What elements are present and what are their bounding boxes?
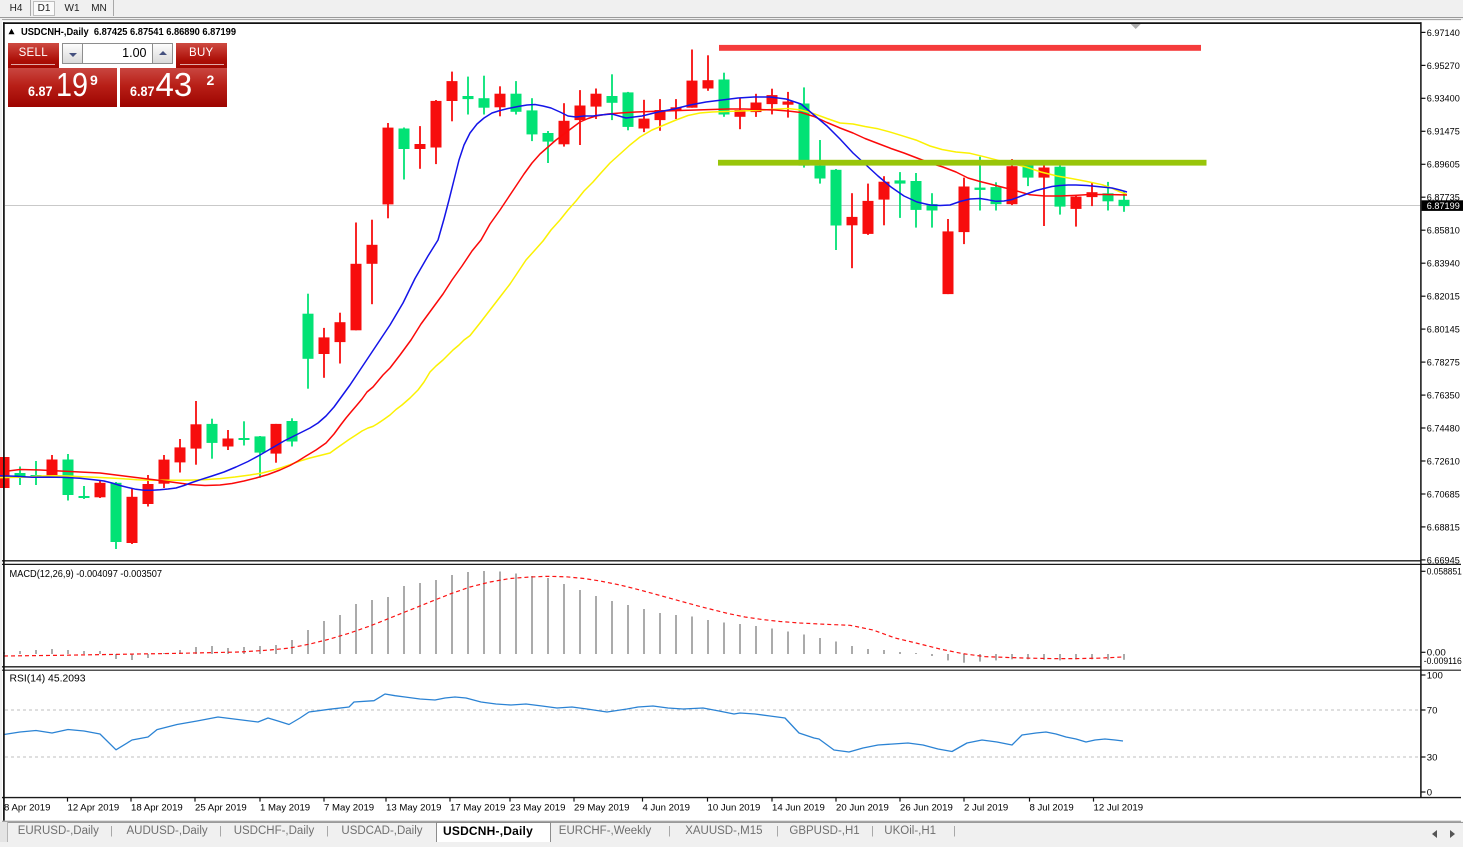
svg-text:6.87199: 6.87199 [1427,201,1460,212]
svg-text:14 Jun 2019: 14 Jun 2019 [772,803,825,814]
svg-text:6.89605: 6.89605 [1427,160,1460,171]
svg-text:17 May 2019: 17 May 2019 [450,803,505,814]
svg-text:6.66945: 6.66945 [1427,555,1460,566]
svg-text:6.70685: 6.70685 [1427,489,1460,500]
svg-text:6.78275: 6.78275 [1427,358,1460,369]
svg-text:6.80145: 6.80145 [1427,325,1460,336]
svg-text:6.68815: 6.68815 [1427,522,1460,533]
svg-text:30: 30 [1427,752,1438,763]
svg-text:0: 0 [1427,787,1432,798]
svg-text:6.85810: 6.85810 [1427,226,1460,237]
svg-text:12 Jul 2019: 12 Jul 2019 [1094,803,1144,814]
svg-text:USDCNH-,Daily 6.87425 6.87541: USDCNH-,Daily 6.87425 6.87541 6.86890 6.… [21,27,236,38]
svg-text:0.00: 0.00 [1427,648,1446,659]
svg-text:100: 100 [1427,670,1443,681]
svg-text:6.91475: 6.91475 [1427,127,1460,138]
svg-text:8 Apr 2019: 8 Apr 2019 [4,803,50,814]
svg-text:8 Jul 2019: 8 Jul 2019 [1030,803,1074,814]
svg-text:1 May 2019: 1 May 2019 [260,803,310,814]
svg-text:13 May 2019: 13 May 2019 [386,803,441,814]
svg-text:6.72610: 6.72610 [1427,456,1460,467]
svg-text:0.058851: 0.058851 [1427,567,1462,578]
svg-text:6.76350: 6.76350 [1427,391,1460,402]
svg-text:2 Jul 2019: 2 Jul 2019 [964,803,1008,814]
svg-text:6.83940: 6.83940 [1427,259,1460,270]
svg-text:MACD(12,26,9) -0.004097 -0.003: MACD(12,26,9) -0.004097 -0.003507 [10,569,163,580]
svg-text:6.74480: 6.74480 [1427,423,1460,434]
svg-text:-0.009116: -0.009116 [1424,656,1462,667]
svg-text:RSI(14) 45.2093: RSI(14) 45.2093 [10,674,87,685]
svg-text:6.97140: 6.97140 [1427,28,1460,39]
svg-text:6.87735: 6.87735 [1427,193,1460,204]
svg-text:70: 70 [1427,705,1438,716]
svg-text:12 Apr 2019: 12 Apr 2019 [68,803,120,814]
svg-text:7 May 2019: 7 May 2019 [324,803,374,814]
svg-text:25 Apr 2019: 25 Apr 2019 [195,803,247,814]
svg-text:10 Jun 2019: 10 Jun 2019 [708,803,761,814]
svg-text:20 Jun 2019: 20 Jun 2019 [836,803,889,814]
svg-text:26 Jun 2019: 26 Jun 2019 [900,803,953,814]
svg-text:6.93400: 6.93400 [1427,94,1460,105]
svg-text:18 Apr 2019: 18 Apr 2019 [131,803,183,814]
svg-text:29 May 2019: 29 May 2019 [574,803,629,814]
svg-text:23 May 2019: 23 May 2019 [510,803,565,814]
svg-text:4 Jun 2019: 4 Jun 2019 [643,803,690,814]
svg-text:6.82015: 6.82015 [1427,292,1460,303]
svg-text:6.95270: 6.95270 [1427,61,1460,72]
